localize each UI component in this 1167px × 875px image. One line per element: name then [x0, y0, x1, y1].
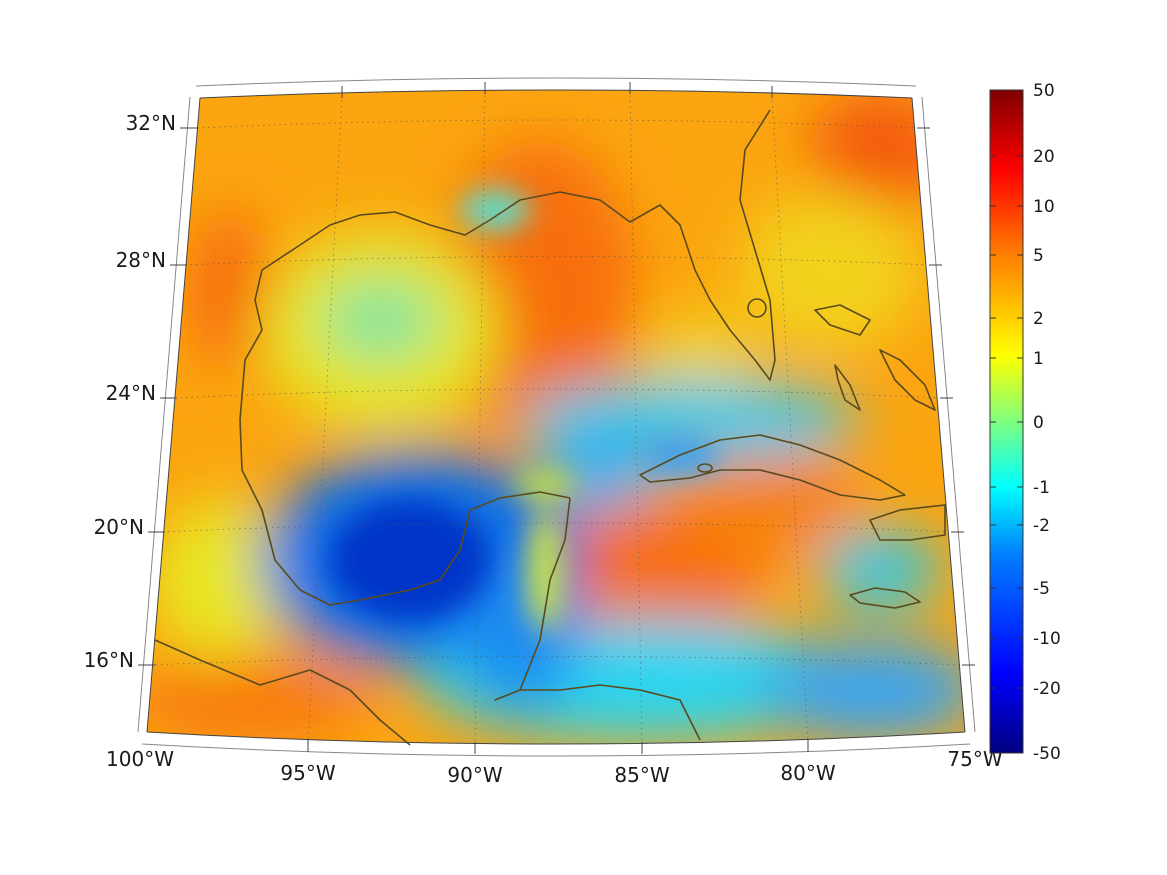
lon-label-95w: 95°W: [280, 761, 335, 785]
lon-label-100w: 100°W: [106, 747, 174, 771]
lon-label-80w: 80°W: [780, 761, 835, 785]
lon-label-85w: 85°W: [614, 763, 669, 787]
lon-labels: 100°W 95°W 90°W 85°W 80°W 75°W: [106, 747, 1003, 787]
lat-label-20n: 20°N: [94, 515, 144, 539]
lat-label-32n: 32°N: [126, 111, 176, 135]
colorbar-tick-label: 20: [1033, 147, 1055, 167]
lon-label-90w: 90°W: [447, 763, 502, 787]
lat-labels: 32°N 28°N 24°N 20°N 16°N: [84, 111, 176, 672]
colorbar-tick-label: -1: [1033, 478, 1050, 498]
colorbar-tick-label: -20: [1033, 679, 1061, 699]
colorbar-tick-label: 50: [1033, 81, 1055, 101]
lat-label-24n: 24°N: [106, 381, 156, 405]
map-field: [147, 90, 965, 744]
colorbar-tick-label: -2: [1033, 516, 1050, 536]
colorbar-tick-label: -50: [1033, 744, 1061, 764]
map-frame: [137, 77, 976, 757]
colorbar-tick-label: 1: [1033, 349, 1044, 369]
graticule: [149, 90, 963, 744]
colorbar-tick-label: 5: [1033, 246, 1044, 266]
colorbar-tick-label: -5: [1033, 579, 1050, 599]
colorbar-tick-label: 2: [1033, 309, 1044, 329]
colorbar-tick-label: -10: [1033, 629, 1061, 649]
lat-label-16n: 16°N: [84, 648, 134, 672]
coastlines: [154, 109, 946, 746]
lat-label-28n: 28°N: [116, 248, 166, 272]
colorbar-tick-label: 0: [1033, 413, 1044, 433]
colorbar-tick-label: 10: [1033, 197, 1055, 217]
